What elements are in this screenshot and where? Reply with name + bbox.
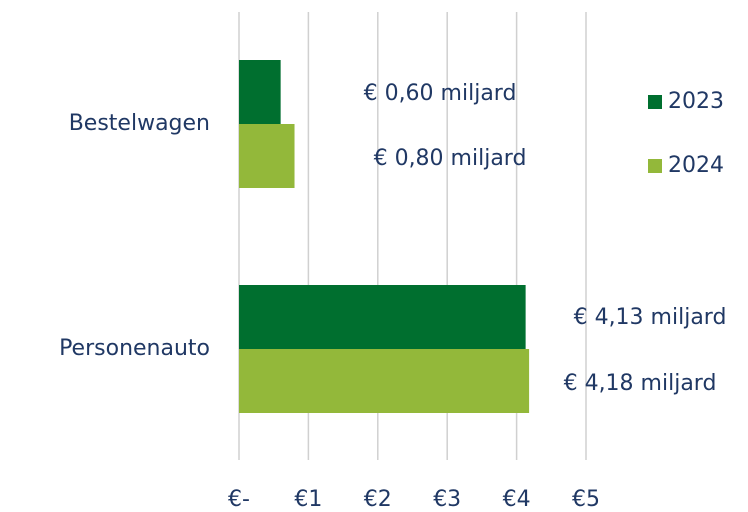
bar — [239, 349, 530, 413]
y-tick-label: Bestelwagen — [69, 111, 210, 136]
x-tick-label: €1 — [294, 487, 322, 512]
x-tick-label: €2 — [364, 487, 392, 512]
bar — [239, 124, 295, 188]
bar — [239, 60, 281, 124]
x-tick-label: €- — [228, 487, 250, 512]
legend-label: 2023 — [668, 89, 724, 114]
bar — [239, 285, 526, 349]
data-label: € 0,60 miljard — [364, 81, 517, 106]
data-label: € 0,80 miljard — [374, 146, 527, 171]
legend-swatch — [648, 159, 662, 173]
data-label: € 4,18 miljard — [564, 371, 717, 396]
x-tick-label: €4 — [503, 487, 531, 512]
x-tick-label: €5 — [572, 487, 600, 512]
y-tick-label: Personenauto — [59, 336, 210, 361]
x-tick-label: €3 — [433, 487, 461, 512]
legend-swatch — [648, 95, 662, 109]
data-label: € 4,13 miljard — [574, 305, 727, 330]
legend-label: 2024 — [668, 153, 724, 178]
